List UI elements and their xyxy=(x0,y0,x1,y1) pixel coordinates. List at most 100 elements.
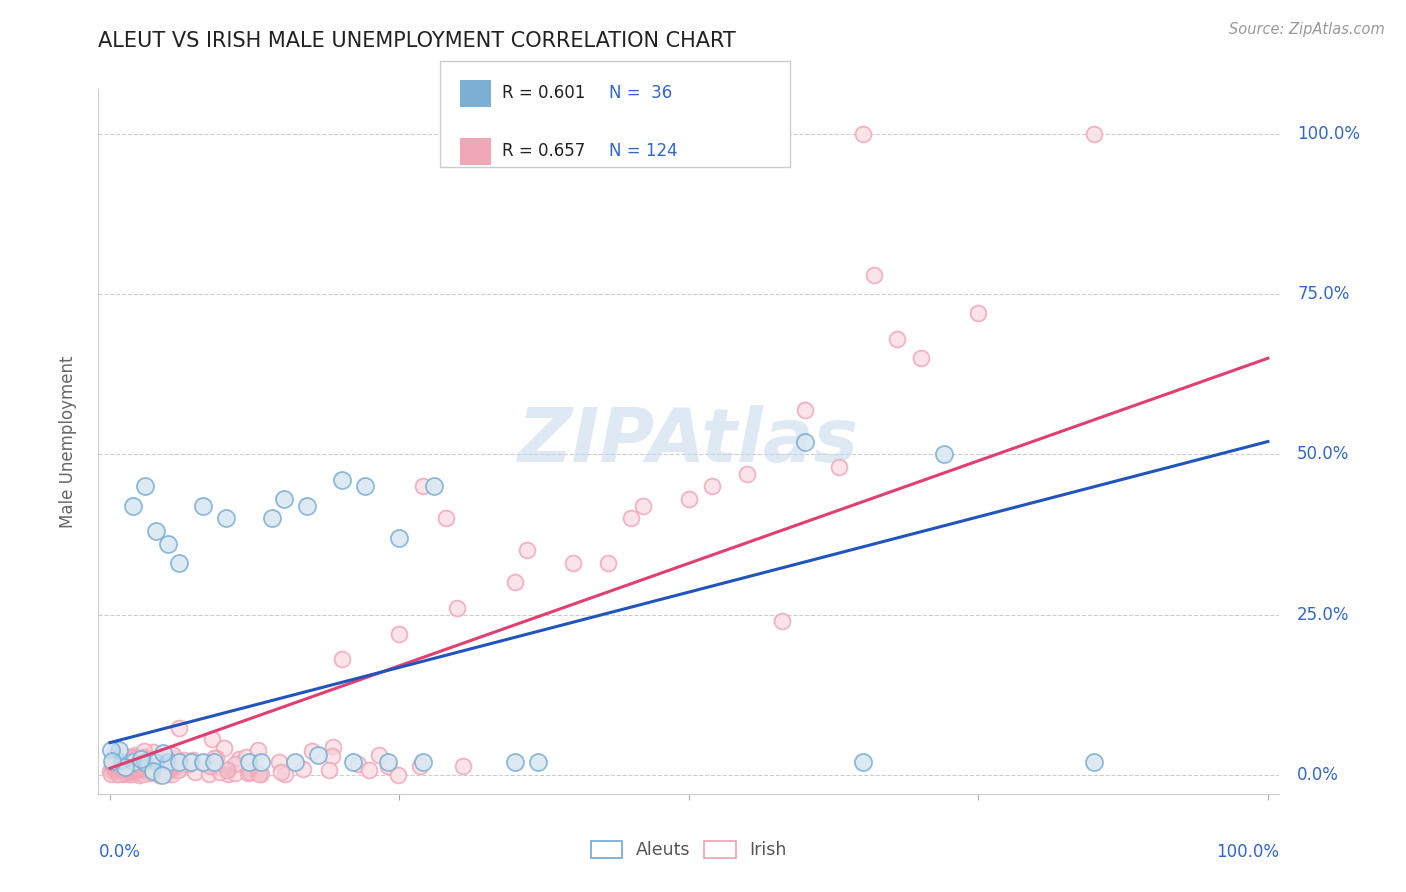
Point xyxy=(191,499,214,513)
Point xyxy=(167,760,190,774)
Point xyxy=(132,766,155,780)
Point xyxy=(434,511,457,525)
Point xyxy=(156,767,179,781)
Point xyxy=(167,764,190,778)
Point xyxy=(353,479,375,493)
Point xyxy=(387,767,409,781)
Point xyxy=(135,765,157,780)
Point xyxy=(159,761,181,775)
Point xyxy=(318,764,340,778)
Point xyxy=(121,750,143,764)
Point xyxy=(100,767,122,781)
Point xyxy=(152,746,174,760)
Point xyxy=(201,732,224,747)
Point xyxy=(321,749,343,764)
Point xyxy=(330,652,353,666)
Point xyxy=(235,749,257,764)
Point xyxy=(108,743,131,757)
Point xyxy=(1083,755,1105,769)
Point xyxy=(157,764,180,779)
Point xyxy=(120,764,142,779)
Point xyxy=(103,765,125,780)
Point xyxy=(149,767,172,781)
Point xyxy=(117,767,139,781)
Point xyxy=(117,750,139,764)
Point xyxy=(156,763,179,777)
Point xyxy=(292,762,315,776)
Point xyxy=(121,750,143,764)
Text: R = 0.601: R = 0.601 xyxy=(502,84,585,102)
Point xyxy=(347,757,370,772)
Point xyxy=(101,754,124,768)
Point xyxy=(527,755,550,769)
Point xyxy=(202,755,225,769)
Point xyxy=(184,765,207,780)
Point xyxy=(122,765,145,780)
Point xyxy=(132,751,155,765)
Point xyxy=(125,756,148,771)
Point xyxy=(120,766,142,780)
Text: N = 124: N = 124 xyxy=(609,142,678,160)
Point xyxy=(215,763,238,777)
Point xyxy=(142,764,165,779)
Point xyxy=(181,754,204,768)
Point xyxy=(631,499,654,513)
Point xyxy=(114,757,136,772)
Point xyxy=(228,752,250,766)
Point xyxy=(886,332,908,346)
Point xyxy=(932,447,955,461)
Point xyxy=(173,753,195,767)
Point xyxy=(141,762,163,776)
Point xyxy=(793,402,815,417)
Point xyxy=(167,760,190,774)
Point xyxy=(423,479,446,493)
Point xyxy=(125,751,148,765)
Point xyxy=(149,767,172,781)
Point xyxy=(214,740,236,755)
Point xyxy=(157,764,180,779)
Point xyxy=(129,752,152,766)
Point xyxy=(793,402,815,417)
Point xyxy=(129,752,152,766)
Point xyxy=(121,757,143,772)
Point xyxy=(236,766,259,780)
Point xyxy=(224,766,246,780)
Point xyxy=(516,543,538,558)
Point xyxy=(886,332,908,346)
Point xyxy=(156,537,179,551)
Point xyxy=(125,750,148,764)
Point xyxy=(145,755,167,769)
Point xyxy=(103,761,125,775)
Point xyxy=(128,767,150,781)
Point xyxy=(134,744,156,758)
Point xyxy=(270,764,292,779)
Point xyxy=(170,755,193,769)
Point xyxy=(770,614,793,628)
Point xyxy=(128,760,150,774)
Point xyxy=(793,434,815,449)
Point xyxy=(100,743,122,757)
Point xyxy=(114,757,136,772)
Point xyxy=(107,765,129,780)
Point xyxy=(163,751,186,765)
Point xyxy=(128,760,150,774)
Point xyxy=(142,764,165,779)
Point xyxy=(159,765,181,780)
Point xyxy=(156,755,179,769)
Point xyxy=(284,755,307,769)
Point xyxy=(162,747,184,762)
Point xyxy=(132,761,155,775)
Point xyxy=(138,763,160,777)
Point xyxy=(318,764,340,778)
Point xyxy=(108,762,131,776)
Point xyxy=(129,752,152,766)
Point xyxy=(295,499,318,513)
Point xyxy=(155,760,177,774)
Point xyxy=(198,767,221,781)
Point xyxy=(262,511,284,525)
Point xyxy=(852,755,875,769)
Point xyxy=(121,761,143,775)
Point xyxy=(125,751,148,765)
Point xyxy=(98,764,121,778)
Point xyxy=(562,556,585,570)
